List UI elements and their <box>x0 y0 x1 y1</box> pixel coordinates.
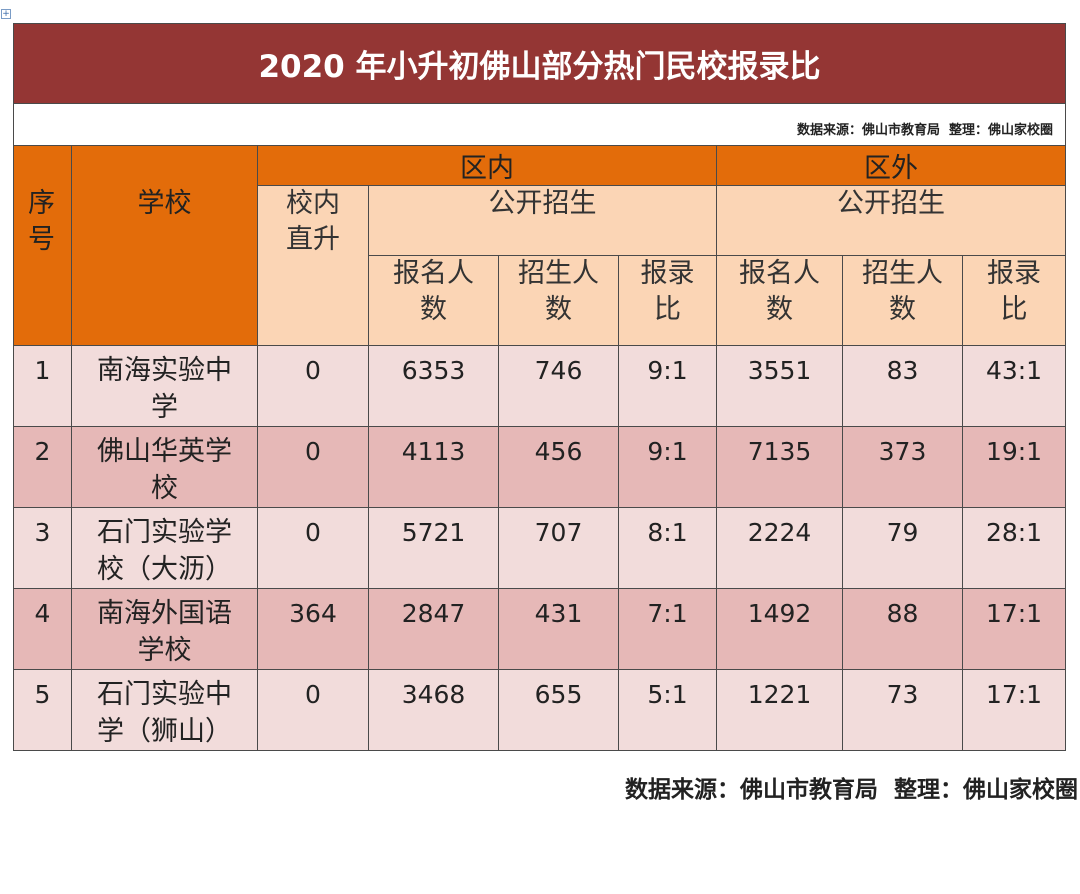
cell: 88 <box>842 588 963 670</box>
data-row: 2 佛山华英学校 0 4113 456 9:1 7135 373 19:1 <box>13 426 1067 508</box>
header-col: 报名人数 <box>716 255 843 346</box>
header-col: 报名人数 <box>368 255 499 346</box>
cell: 17:1 <box>961 588 1067 670</box>
header-col: 报录比 <box>618 255 717 346</box>
data-row: 5 石门实验中学（狮山） 0 3468 655 5:1 1221 73 17:1 <box>13 669 1067 751</box>
cell: 7135 <box>716 426 843 508</box>
table-handle-icon[interactable]: + <box>1 9 11 19</box>
title: 2020 年小升初佛山部分热门民校报录比 <box>12 23 1067 104</box>
cell: 7:1 <box>618 588 717 670</box>
cell: 83 <box>842 345 963 427</box>
cell: 707 <box>498 507 619 589</box>
cell: 2 <box>13 426 72 508</box>
cell: 8:1 <box>618 507 717 589</box>
header-school: 学校 <box>71 145 258 346</box>
cell: 6353 <box>368 345 499 427</box>
cell: 4 <box>13 588 72 670</box>
cell: 431 <box>498 588 619 670</box>
cell: 43:1 <box>961 345 1067 427</box>
cell: 5 <box>13 669 72 751</box>
cell: 3468 <box>368 669 499 751</box>
school-name: 南海外国语学校 <box>71 588 258 670</box>
source-note: 数据来源：佛山市教育局 整理：佛山家校圈 <box>12 103 1067 146</box>
admission-table: 2020 年小升初佛山部分热门民校报录比 数据来源：佛山市教育局 整理：佛山家校… <box>12 23 1067 751</box>
cell: 655 <box>498 669 619 751</box>
header-direct: 校内直升 <box>257 185 369 346</box>
cell: 2847 <box>368 588 499 670</box>
data-row: 3 石门实验学校（大沥） 0 5721 707 8:1 2224 79 28:1 <box>13 507 1067 589</box>
cell: 0 <box>257 507 369 589</box>
school-name: 石门实验学校（大沥） <box>71 507 258 589</box>
cell: 3551 <box>716 345 843 427</box>
data-row: 1 南海实验中学 0 6353 746 9:1 3551 83 43:1 <box>13 345 1067 427</box>
header-in-district: 区内 <box>257 145 717 186</box>
school-name: 南海实验中学 <box>71 345 258 427</box>
cell: 9:1 <box>618 426 717 508</box>
cell: 19:1 <box>961 426 1067 508</box>
cell: 1 <box>13 345 72 427</box>
cell: 0 <box>257 669 369 751</box>
cell: 4113 <box>368 426 499 508</box>
cell: 456 <box>498 426 619 508</box>
data-row: 4 南海外国语学校 364 2847 431 7:1 1492 88 17:1 <box>13 588 1067 670</box>
header-col: 招生人数 <box>498 255 619 346</box>
school-name: 石门实验中学（狮山） <box>71 669 258 751</box>
cell: 9:1 <box>618 345 717 427</box>
cell: 1221 <box>716 669 843 751</box>
cell: 746 <box>498 345 619 427</box>
cell: 0 <box>257 426 369 508</box>
cell: 2224 <box>716 507 843 589</box>
header-out-district: 区外 <box>715 145 1067 186</box>
cell: 73 <box>842 669 963 751</box>
cell: 5721 <box>368 507 499 589</box>
cell: 0 <box>257 345 369 427</box>
footer: 数据来源：佛山市教育局 整理：佛山家校圈 <box>624 777 1078 803</box>
header-open: 公开招生 <box>368 185 717 256</box>
header-col: 报录比 <box>961 255 1067 346</box>
header-open: 公开招生 <box>715 185 1067 256</box>
cell: 3 <box>13 507 72 589</box>
cell: 5:1 <box>618 669 717 751</box>
header-col: 招生人数 <box>842 255 963 346</box>
school-name: 佛山华英学校 <box>71 426 258 508</box>
cell: 28:1 <box>961 507 1067 589</box>
cell: 373 <box>842 426 963 508</box>
cell: 1492 <box>716 588 843 670</box>
cell: 79 <box>842 507 963 589</box>
cell: 17:1 <box>961 669 1067 751</box>
header-seq: 序号 <box>13 145 72 346</box>
cell: 364 <box>257 588 369 670</box>
